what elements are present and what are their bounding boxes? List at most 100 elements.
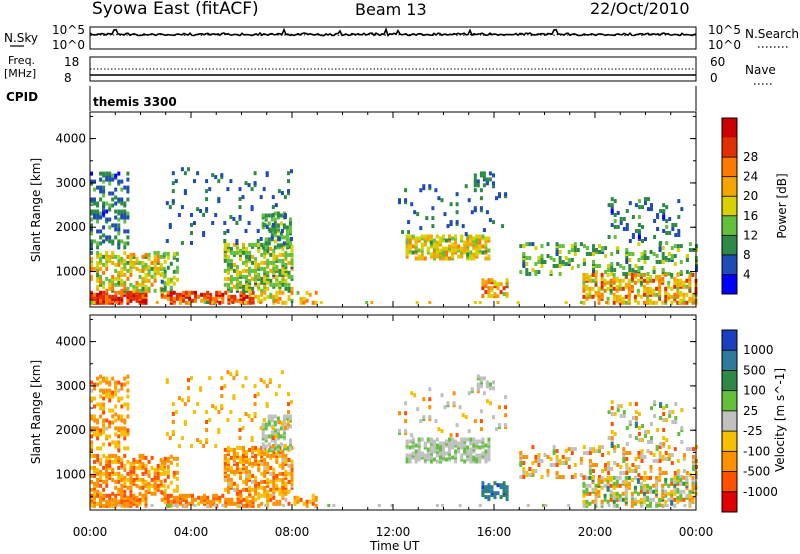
range-cell	[619, 465, 623, 469]
range-cell	[280, 191, 284, 196]
range-cell	[658, 445, 662, 450]
xtick-label: 20:00	[578, 525, 613, 539]
range-cell	[102, 211, 106, 216]
range-cell	[634, 264, 638, 268]
range-cell	[676, 475, 680, 480]
range-cell	[619, 471, 623, 475]
range-cell	[598, 244, 601, 249]
range-cell	[567, 447, 571, 452]
range-cell	[289, 446, 292, 451]
range-cell	[239, 467, 242, 472]
range-cell	[287, 244, 291, 249]
range-cell	[211, 301, 215, 304]
range-cell	[531, 469, 535, 473]
range-cell	[111, 203, 115, 208]
range-cell	[649, 250, 653, 254]
range-cell	[123, 209, 127, 214]
range-cell	[658, 475, 662, 480]
range-cell	[244, 181, 248, 186]
range-cell	[199, 440, 203, 444]
range-cell	[537, 260, 541, 264]
range-cell	[610, 430, 614, 434]
range-cell	[250, 418, 254, 422]
range-cell	[408, 244, 412, 249]
range-cell	[120, 270, 124, 275]
range-cell	[278, 499, 282, 504]
range-cell	[299, 300, 303, 305]
range-cell	[691, 272, 695, 277]
range-cell	[485, 380, 489, 385]
range-cell	[99, 380, 103, 385]
range-cell	[180, 241, 184, 245]
range-cell	[419, 226, 423, 231]
range-cell	[528, 473, 532, 477]
range-cell	[224, 497, 228, 502]
range-cell	[190, 241, 193, 245]
range-cell	[647, 430, 650, 434]
range-cell	[627, 290, 631, 295]
range-cell	[92, 301, 96, 304]
range-cell	[425, 216, 429, 221]
range-cell	[90, 453, 93, 458]
range-cell	[123, 229, 127, 234]
range-cell	[126, 241, 130, 246]
range-cell	[181, 493, 185, 498]
range-cell	[269, 268, 273, 273]
range-cell	[679, 244, 683, 249]
range-cell	[649, 501, 652, 506]
range-cell	[169, 277, 173, 282]
range-cell	[105, 479, 109, 484]
range-cell	[653, 414, 657, 418]
range-cell	[302, 501, 306, 506]
range-cell	[90, 388, 93, 393]
range-cell	[293, 499, 297, 504]
range-cell	[612, 300, 616, 305]
range-cell	[664, 286, 668, 291]
range-cell	[604, 467, 608, 471]
range-cell	[200, 292, 204, 297]
range-cell	[658, 497, 662, 502]
range-cell	[251, 286, 255, 291]
range-cell	[479, 419, 483, 424]
range-cell	[639, 294, 643, 299]
range-cell	[206, 504, 210, 507]
range-cell	[680, 207, 684, 212]
range-cell	[466, 234, 470, 239]
range-cell	[656, 428, 660, 432]
range-cell	[625, 457, 629, 461]
range-cell	[253, 384, 257, 389]
range-cell	[123, 280, 127, 285]
range-cell	[646, 449, 650, 454]
range-cell	[664, 481, 668, 486]
range-cell	[221, 493, 225, 498]
range-cell	[661, 256, 665, 260]
range-cell	[239, 459, 242, 464]
range-cell	[141, 493, 145, 498]
freq-panel: Freq. [MHz] 18 8 60 0 Nave	[4, 54, 776, 85]
range-cell	[277, 420, 281, 424]
range-cell	[90, 227, 93, 232]
range-cell	[150, 282, 154, 287]
range-cell	[285, 237, 289, 242]
range-cell	[105, 175, 109, 180]
range-cell	[435, 443, 439, 448]
range-cell	[624, 487, 628, 492]
range-cell	[652, 489, 656, 494]
range-cell	[492, 386, 495, 391]
range-cell	[414, 256, 418, 261]
range-cell	[102, 284, 106, 289]
range-cell	[184, 290, 188, 295]
range-cell	[205, 438, 209, 442]
range-cell	[481, 485, 485, 490]
range-cell	[613, 225, 617, 229]
range-cell	[126, 254, 130, 259]
range-cell	[93, 418, 96, 423]
range-cell	[111, 223, 115, 228]
range-cell	[674, 233, 678, 237]
range-cell	[232, 250, 236, 255]
range-cell	[481, 244, 485, 249]
nave-tick-bottom: 0	[710, 71, 718, 85]
range-cell	[479, 206, 483, 211]
range-cell	[175, 265, 179, 270]
range-cell	[187, 167, 190, 172]
